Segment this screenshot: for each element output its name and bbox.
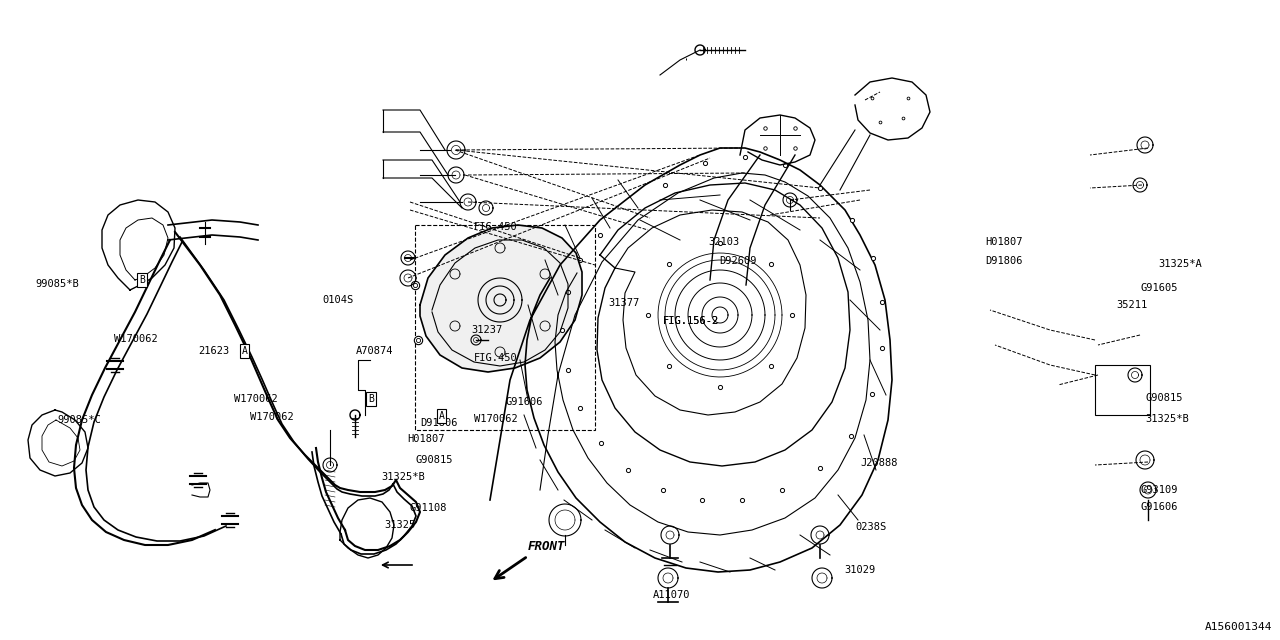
Text: G90815: G90815 (1146, 393, 1183, 403)
Text: D91806: D91806 (420, 418, 457, 428)
Text: A11070: A11070 (653, 590, 690, 600)
Bar (415, 225, 595, 430)
Text: 31237: 31237 (471, 325, 502, 335)
Text: J20888: J20888 (860, 458, 897, 468)
Text: 0104S: 0104S (323, 294, 353, 305)
Text: FIG.450: FIG.450 (474, 222, 517, 232)
Text: H01807: H01807 (986, 237, 1023, 247)
Text: 21623: 21623 (198, 346, 229, 356)
Text: G90815: G90815 (416, 454, 453, 465)
Text: W170062: W170062 (250, 412, 293, 422)
Text: G93109: G93109 (1140, 485, 1178, 495)
Text: A70874: A70874 (356, 346, 393, 356)
Text: 31029: 31029 (845, 564, 876, 575)
Polygon shape (420, 225, 582, 372)
Text: FRONT: FRONT (529, 540, 566, 553)
Text: 31325*B: 31325*B (381, 472, 425, 482)
Text: G91605: G91605 (1140, 283, 1178, 293)
Text: A: A (439, 411, 444, 421)
Text: B: B (140, 275, 145, 285)
Text: G91108: G91108 (410, 502, 447, 513)
Text: D91806: D91806 (986, 256, 1023, 266)
Text: A: A (242, 346, 247, 356)
Text: FIG.450: FIG.450 (474, 353, 517, 364)
Text: 31325: 31325 (384, 520, 415, 530)
Text: W170062: W170062 (114, 333, 157, 344)
Text: 99085*B: 99085*B (36, 278, 79, 289)
Text: 35211: 35211 (1116, 300, 1147, 310)
Text: FIG.156-2: FIG.156-2 (663, 316, 719, 326)
Text: FIG.156-2: FIG.156-2 (663, 316, 719, 326)
Bar (1094, 365, 1149, 415)
Text: 32103: 32103 (708, 237, 739, 247)
Text: 0238S: 0238S (855, 522, 886, 532)
Text: G91606: G91606 (1140, 502, 1178, 512)
Text: 31377: 31377 (608, 298, 639, 308)
Text: 31325*B: 31325*B (1146, 414, 1189, 424)
Text: D92609: D92609 (719, 256, 756, 266)
Text: W170062: W170062 (234, 394, 278, 404)
Text: H01807: H01807 (407, 434, 444, 444)
Text: B: B (369, 394, 374, 404)
Text: A156001344: A156001344 (1204, 622, 1272, 632)
Text: 31325*A: 31325*A (1158, 259, 1202, 269)
Text: G91606: G91606 (506, 397, 543, 407)
Text: 99085*C: 99085*C (58, 415, 101, 426)
Text: W170062: W170062 (474, 414, 517, 424)
